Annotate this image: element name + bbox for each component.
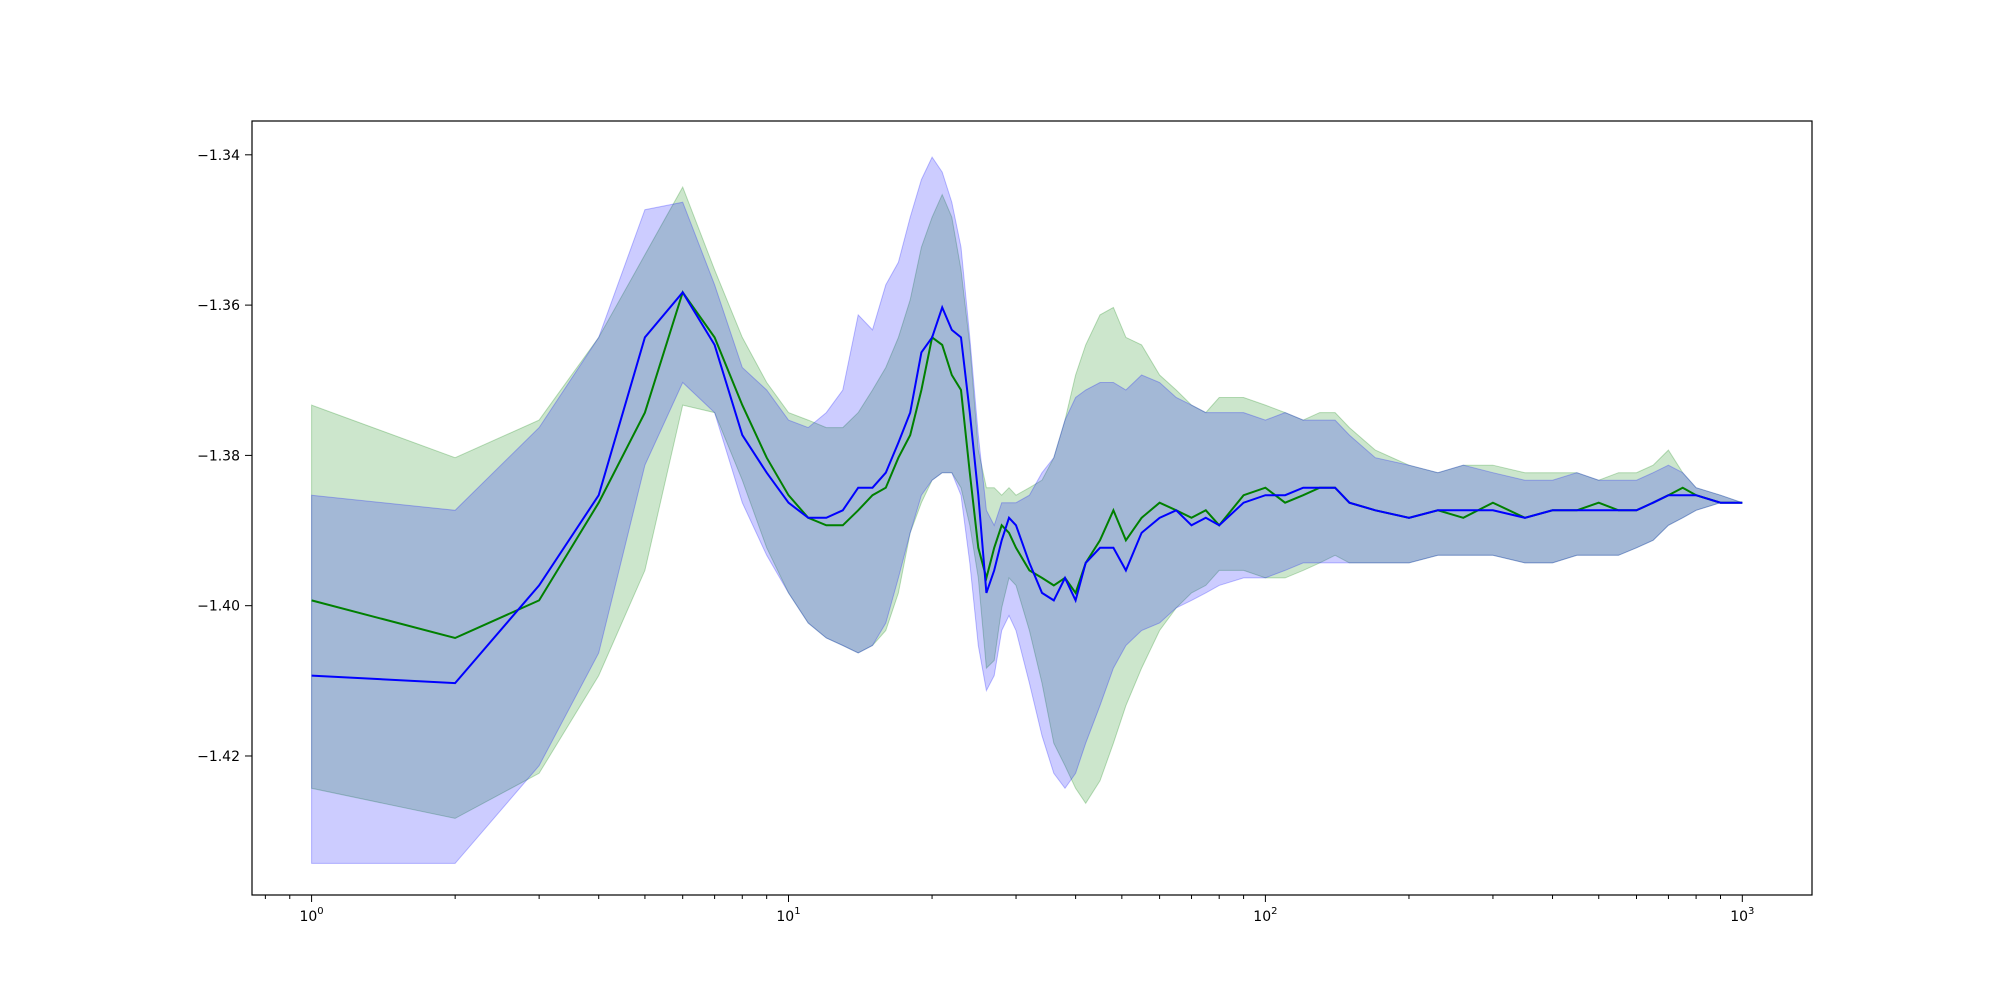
y-tick-label: −1.42	[197, 749, 240, 765]
x-tick-base: 10	[1730, 909, 1748, 925]
confidence-bands	[311, 156, 1743, 864]
series-2-band	[311, 156, 1743, 864]
x-tick-base: 10	[299, 909, 317, 925]
x-tick-label: 100	[299, 906, 323, 925]
x-tick-exponent: 2	[1271, 906, 1277, 917]
x-tick-base: 10	[1253, 909, 1271, 925]
y-tick-label: −1.40	[197, 599, 240, 615]
series-2-line	[311, 290, 1743, 685]
series-1-line	[311, 290, 1743, 640]
x-axis: 100 101 102 103	[264, 895, 1754, 925]
y-tick-label: −1.38	[197, 448, 240, 464]
x-tick-label: 102	[1253, 906, 1277, 925]
y-tick-label: −1.34	[197, 148, 240, 164]
y-tick-label: −1.36	[197, 298, 240, 314]
x-tick-exponent: 0	[317, 906, 323, 917]
y-axis: −1.34 −1.36 −1.38 −1.40 −1.42	[197, 148, 252, 765]
x-tick-base: 10	[776, 909, 794, 925]
x-tick-exponent: 3	[1748, 906, 1754, 917]
x-tick-exponent: 1	[794, 906, 800, 917]
x-tick-label: 101	[776, 906, 800, 925]
plot-frame	[251, 120, 1813, 896]
series-lines	[311, 290, 1743, 685]
x-tick-label: 103	[1730, 906, 1754, 925]
